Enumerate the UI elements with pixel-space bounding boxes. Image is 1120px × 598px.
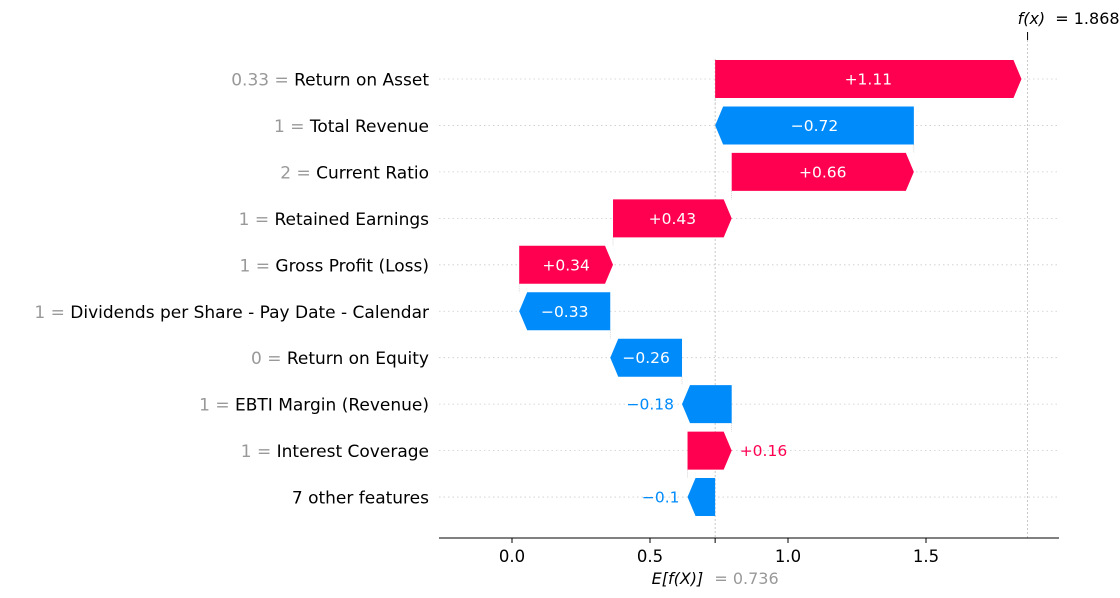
negative-bar <box>715 106 914 145</box>
feature-labels: 0.33 = Return on Asset 1 = Total Revenue 2… <box>34 71 429 509</box>
feature-label: 1 = EBTI Margin (Revenue) <box>199 396 429 416</box>
negative-bar <box>687 478 716 517</box>
feature-value: 1 = <box>240 256 276 276</box>
feature-name: Gross Profit (Loss) <box>275 256 429 276</box>
bar-value-label: +0.43 <box>649 210 697 228</box>
feature-label: 1 = Interest Coverage <box>241 442 429 462</box>
feature-value: 2 = <box>280 163 316 183</box>
feature-value: 1 = <box>274 117 310 137</box>
bar-value-label: −0.33 <box>541 303 589 321</box>
bar-value-label: +0.66 <box>799 163 847 181</box>
bar-value-label: +0.34 <box>542 256 590 274</box>
feature-label: 1 = Retained Earnings <box>239 210 430 230</box>
bar-value-label: +1.11 <box>845 71 893 89</box>
feature-value: 1 = <box>239 210 275 230</box>
feature-label: 1 = Gross Profit (Loss) <box>240 256 429 276</box>
base-value-annotation: E[f(X)] = 0.736 <box>652 569 779 588</box>
x-axis: 0.0 0.5 1.0 1.5 <box>439 537 1059 566</box>
feature-name: Return on Equity <box>287 349 429 369</box>
final-value-label: f(x) <box>1018 9 1046 28</box>
positive-bar <box>731 152 914 191</box>
positive-bar <box>519 245 614 284</box>
feature-name: Retained Earnings <box>274 210 429 230</box>
x-tick-label: 0.0 <box>499 547 525 566</box>
x-tick-label: 1.5 <box>913 547 939 566</box>
feature-label: 1 = Total Revenue <box>274 117 429 137</box>
negative-bar <box>610 338 683 377</box>
grid-layer <box>439 32 1059 538</box>
feature-value: 0 = <box>251 349 287 369</box>
feature-label: 2 = Current Ratio <box>280 163 429 183</box>
positive-bar <box>613 199 732 238</box>
feature-name: Interest Coverage <box>277 442 429 462</box>
x-tick-label: 1.0 <box>775 547 801 566</box>
feature-label: 7 other features <box>292 489 429 509</box>
feature-name: Total Revenue <box>309 117 429 137</box>
feature-label: 0 = Return on Equity <box>251 349 429 369</box>
bar-value-label: −0.72 <box>791 117 839 135</box>
final-value-text: = 1.868 <box>1055 9 1119 28</box>
feature-name: Return on Asset <box>294 71 429 91</box>
feature-name: EBTI Margin (Revenue) <box>235 396 429 416</box>
bar-value-label: −0.18 <box>627 396 675 414</box>
negative-bar <box>519 292 611 331</box>
feature-value: 0.33 = <box>231 71 294 91</box>
feature-value: 1 = <box>241 442 277 462</box>
bar-value-label: +0.16 <box>740 442 788 460</box>
bar-value-label: −0.26 <box>622 349 670 367</box>
bars-layer: +1.11 −0.72 +0.66 +0.43 +0.34 −0.33 −0.26 −0.18… <box>518 60 1022 517</box>
positive-bar <box>715 60 1022 98</box>
feature-label: 1 = Dividends per Share - Pay Date - Cal… <box>34 303 429 323</box>
feature-value: 1 = <box>34 303 70 323</box>
x-tick-label: 0.5 <box>637 547 663 566</box>
feature-name: Current Ratio <box>316 163 429 183</box>
base-value-label: E[f(X)] <box>652 569 704 588</box>
base-value-text: = 0.736 <box>714 569 778 588</box>
positive-bar <box>687 431 732 470</box>
feature-name: 7 other features <box>292 489 429 509</box>
bar-value-label: −0.1 <box>642 489 680 507</box>
final-value-annotation: f(x) = 1.868 <box>1018 9 1120 28</box>
feature-value: 1 = <box>199 396 235 416</box>
negative-bar <box>682 385 732 424</box>
feature-name: Dividends per Share - Pay Date - Calenda… <box>70 303 429 323</box>
feature-label: 0.33 = Return on Asset <box>231 71 429 91</box>
